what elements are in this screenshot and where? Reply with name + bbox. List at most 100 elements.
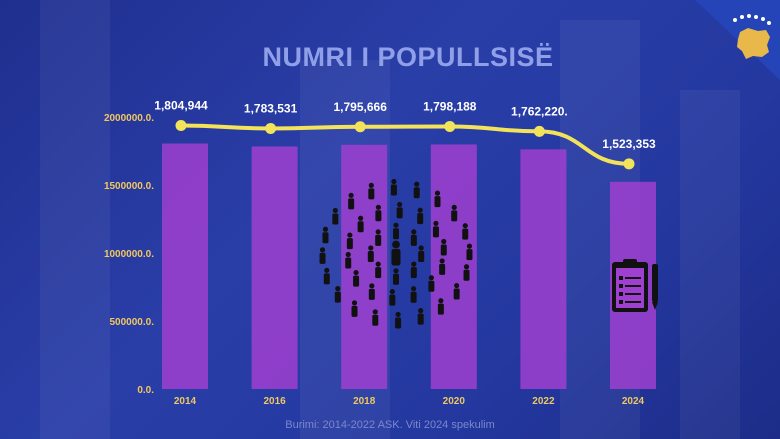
person-head (391, 178, 397, 185)
bar (251, 146, 298, 389)
x-tick-label: 2024 (622, 396, 645, 407)
person-body (375, 267, 382, 279)
person-head (351, 300, 358, 306)
person-head (428, 275, 434, 281)
person-body (389, 294, 396, 306)
person-body (432, 226, 439, 238)
person-body (396, 207, 403, 219)
person-body (372, 314, 379, 326)
checkbox (619, 276, 623, 280)
person-head (319, 247, 326, 253)
checkbox (619, 292, 623, 296)
x-tick-label: 2014 (174, 396, 197, 407)
person-body (332, 213, 339, 225)
person-head (368, 182, 374, 188)
person-body (367, 251, 374, 262)
person-head (463, 264, 470, 270)
data-label: 1,523,353 (602, 137, 656, 151)
data-point (265, 122, 277, 134)
person-body (375, 234, 382, 246)
text-line (625, 277, 641, 279)
person-head (441, 238, 447, 245)
clipboard-pen-icon (612, 259, 658, 312)
y-tick-label: 1000000.0. (104, 249, 154, 260)
person-head (368, 245, 374, 251)
person-head (411, 229, 417, 235)
person-head (345, 251, 351, 258)
person-head (417, 207, 423, 213)
person-body (368, 288, 375, 300)
person-head (392, 240, 400, 249)
person-body (390, 184, 397, 196)
person-head (375, 261, 381, 267)
text-line (625, 293, 641, 295)
person-body (417, 213, 424, 225)
person-head (454, 282, 460, 289)
background-building (680, 90, 740, 439)
bars-group (162, 143, 656, 389)
person-body (346, 238, 353, 250)
person-body (453, 288, 460, 300)
person-head (372, 309, 378, 315)
data-point (533, 125, 545, 137)
person-body (334, 291, 341, 303)
data-point (354, 121, 366, 133)
person-head (332, 207, 338, 214)
person-head (451, 204, 457, 211)
person-head (369, 283, 375, 289)
checkbox (619, 300, 623, 304)
series-line (179, 123, 631, 166)
data-label: 1,798,188 (423, 99, 477, 113)
person-body (393, 228, 399, 240)
person-body (418, 251, 425, 262)
data-point (175, 120, 187, 132)
kosovo-flag-icon (695, 0, 780, 80)
person-body (345, 257, 352, 269)
x-tick-label: 2018 (353, 396, 376, 407)
person-head (411, 261, 417, 267)
person-body (413, 187, 420, 199)
person-head (434, 190, 441, 196)
bar (430, 144, 477, 389)
person-body (440, 244, 447, 256)
x-axis: 2014 2016 2018 2020 2022 2024 (174, 396, 645, 407)
bar (520, 149, 567, 389)
x-tick-label: 2022 (532, 396, 555, 407)
y-axis: 0.0. 500000.0. 1000000.0. 1500000.0. 2000000… (104, 113, 154, 396)
person-body (391, 249, 401, 266)
person-head (348, 192, 354, 198)
line-overlay: 1,804,944 1,783,531 1,795,666 1,798,188 1,76… (154, 99, 656, 170)
person-body (462, 228, 469, 240)
clipboard-clip (623, 259, 637, 266)
person-body (319, 252, 326, 264)
person-head (411, 286, 417, 292)
person-head (335, 285, 341, 292)
person-body (351, 305, 358, 317)
person-body (434, 196, 441, 208)
text-line (625, 285, 641, 287)
source-note: Burimi: 2014-2022 ASK. Viti 2024 spekuli… (285, 419, 495, 431)
y-tick-label: 500000.0. (110, 317, 155, 328)
person-body (451, 210, 458, 222)
person-head (375, 229, 381, 235)
data-label: 1,795,666 (334, 100, 388, 114)
y-tick-label: 0.0. (137, 385, 154, 396)
person-body (437, 303, 444, 315)
person-body (393, 273, 399, 285)
person-body (348, 198, 355, 210)
y-tick-label: 2000000.0. (104, 113, 154, 124)
person-head (375, 204, 381, 210)
person-body (417, 313, 424, 325)
person-head (389, 288, 395, 295)
data-point (623, 158, 635, 170)
person-head (358, 215, 364, 221)
pen-tip (652, 302, 658, 310)
checkbox (619, 284, 623, 288)
person-body (439, 263, 446, 275)
person-body (466, 249, 473, 261)
person-head (438, 298, 444, 304)
data-label: 1,804,944 (154, 99, 208, 113)
text-line (625, 301, 641, 303)
person-head (414, 181, 420, 187)
